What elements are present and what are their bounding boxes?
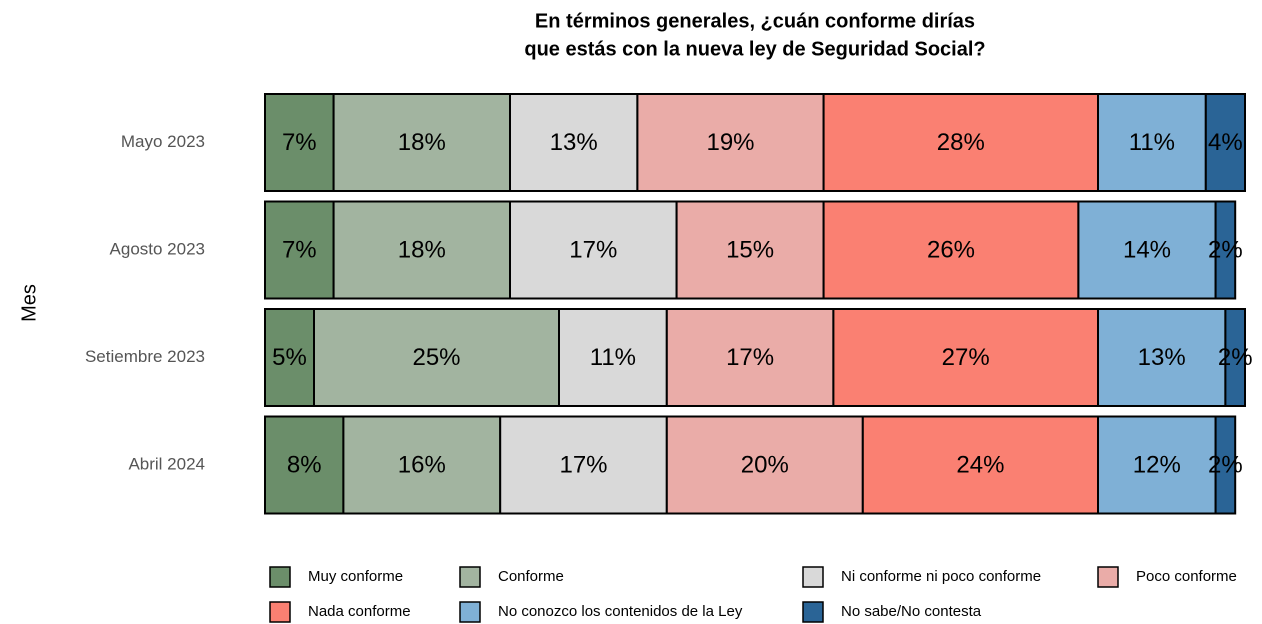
legend-swatch xyxy=(1097,566,1119,588)
data-label: 15% xyxy=(726,236,774,263)
bar-segment xyxy=(332,200,511,300)
legend-swatch xyxy=(269,601,291,623)
data-label: 25% xyxy=(412,344,460,371)
bar-segment xyxy=(1214,200,1237,300)
y-tick-label: Mayo 2023 xyxy=(121,132,205,151)
bar-segment xyxy=(636,93,825,192)
data-label: 17% xyxy=(569,236,617,263)
bar-segment xyxy=(264,308,315,407)
data-label: 11% xyxy=(1129,129,1175,156)
data-label: 27% xyxy=(942,344,990,371)
data-label: 13% xyxy=(1138,344,1186,371)
bar-segment xyxy=(1224,308,1247,407)
legend-label: Poco conforme xyxy=(1136,568,1237,585)
bar-segment xyxy=(509,93,639,192)
bar-segment xyxy=(1077,200,1217,300)
chart-subtitle: que estás con la nueva ley de Seguridad … xyxy=(524,38,985,60)
legend-label: No conozco los contenidos de la Ley xyxy=(498,603,743,620)
bar-segment xyxy=(832,308,1100,407)
bar-segment xyxy=(1214,415,1237,515)
data-label: 7% xyxy=(282,236,317,263)
bar-segment xyxy=(822,200,1080,300)
data-label: 7% xyxy=(282,129,317,156)
legend-label: Nada conforme xyxy=(308,603,411,620)
legend-swatch xyxy=(459,566,481,588)
data-label: 17% xyxy=(559,451,607,478)
bar-segment xyxy=(822,93,1099,192)
y-tick-label: Setiembre 2023 xyxy=(85,347,205,366)
data-label: 2% xyxy=(1208,236,1243,263)
data-label: 2% xyxy=(1218,344,1253,371)
bar-segment xyxy=(1097,93,1207,192)
bar-segment xyxy=(558,308,668,407)
data-label: 18% xyxy=(398,129,446,156)
data-label: 28% xyxy=(937,129,985,156)
bar-segment xyxy=(342,415,502,515)
data-label: 26% xyxy=(927,236,975,263)
y-axis-label: Mes xyxy=(18,284,40,322)
bar-segment xyxy=(509,200,678,300)
data-label: 18% xyxy=(398,236,446,263)
y-tick-label: Abril 2024 xyxy=(128,454,205,473)
legend-label: No sabe/No contesta xyxy=(841,603,982,620)
data-label: 5% xyxy=(272,344,307,371)
bar-segment xyxy=(332,93,511,192)
data-label: 24% xyxy=(956,451,1004,478)
data-label: 20% xyxy=(741,451,789,478)
bar-segment xyxy=(264,93,335,192)
data-label: 12% xyxy=(1133,451,1181,478)
bar-segment xyxy=(1097,308,1227,407)
data-label: 8% xyxy=(287,451,322,478)
bar-segment xyxy=(1204,93,1247,192)
y-tick-label: Agosto 2023 xyxy=(110,239,205,258)
data-label: 2% xyxy=(1208,451,1243,478)
legend-swatch xyxy=(459,601,481,623)
legend-label: Conforme xyxy=(498,568,564,585)
legend-swatch xyxy=(802,601,824,623)
bar-segment xyxy=(665,308,835,407)
data-label: 4% xyxy=(1208,129,1243,156)
legend-swatch xyxy=(802,566,824,588)
chart-title: En términos generales, ¿cuán conforme di… xyxy=(535,10,975,32)
data-label: 14% xyxy=(1123,236,1171,263)
data-label: 19% xyxy=(706,129,754,156)
legend-swatch xyxy=(269,566,291,588)
bar-segment xyxy=(313,308,560,407)
bar-segment xyxy=(665,415,864,515)
legend-label: Muy conforme xyxy=(308,568,403,585)
data-label: 11% xyxy=(590,344,636,371)
bar-segment xyxy=(861,415,1099,515)
bar-segment xyxy=(264,200,335,300)
data-label: 16% xyxy=(398,451,446,478)
data-label: 13% xyxy=(550,129,598,156)
data-label: 17% xyxy=(726,344,774,371)
legend-label: Ni conforme ni poco conforme xyxy=(841,568,1041,585)
